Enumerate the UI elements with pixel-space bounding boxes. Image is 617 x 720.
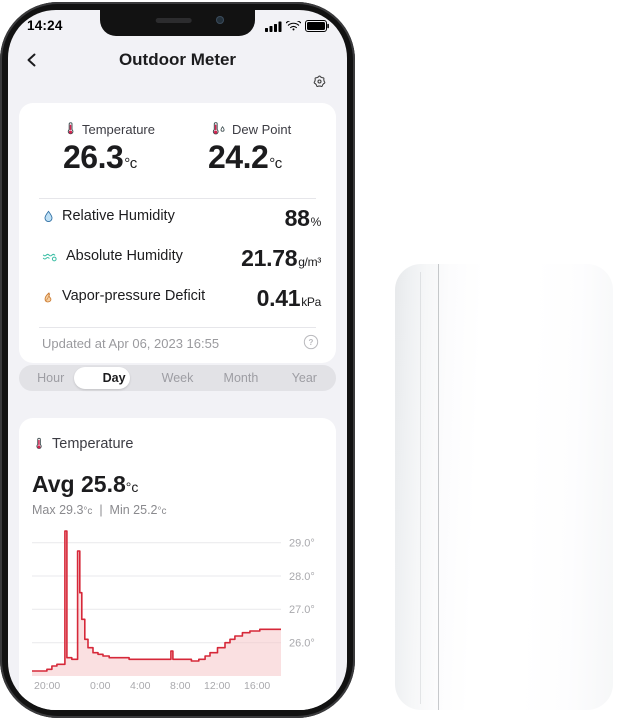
svg-text:16:00: 16:00	[244, 680, 270, 692]
svg-text:26.0°: 26.0°	[289, 638, 315, 650]
svg-text:29.0°: 29.0°	[289, 538, 315, 550]
svg-text:?: ?	[309, 338, 314, 347]
svg-text:0:00: 0:00	[90, 680, 111, 692]
svg-text:4:00: 4:00	[130, 680, 151, 692]
svg-text:8:00: 8:00	[170, 680, 191, 692]
svg-text:20:00: 20:00	[34, 680, 60, 692]
svg-text:27.0°: 27.0°	[289, 604, 315, 616]
svg-text:28.0°: 28.0°	[289, 571, 315, 583]
svg-text:12:00: 12:00	[204, 680, 230, 692]
